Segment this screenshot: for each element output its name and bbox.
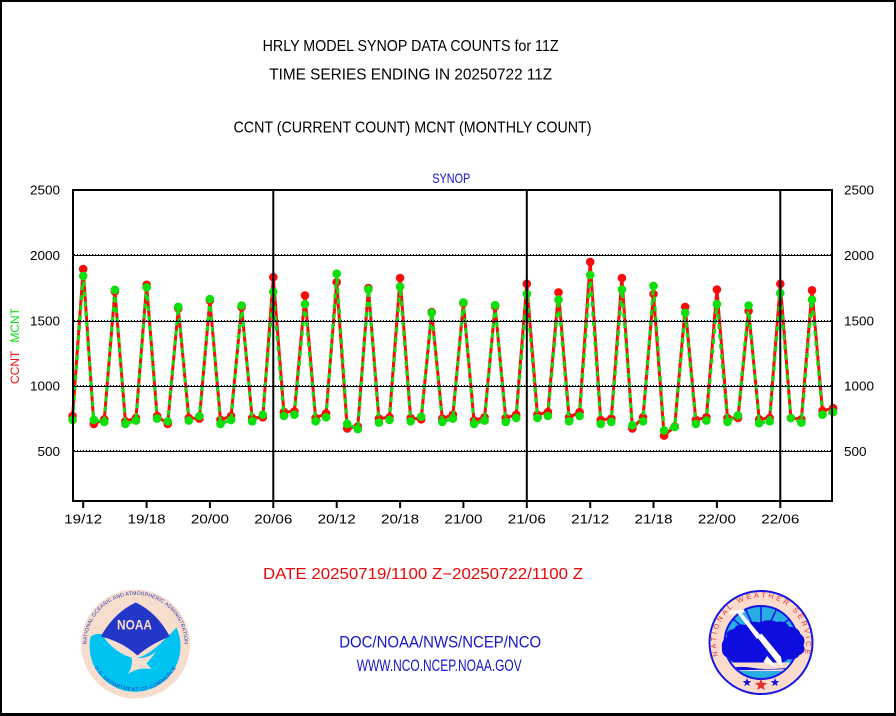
svg-text:21/00: 21/00 xyxy=(444,512,482,527)
svg-text:1000: 1000 xyxy=(30,379,60,394)
svg-text:2500: 2500 xyxy=(30,183,60,198)
svg-text:22/00: 22/00 xyxy=(698,512,736,527)
svg-text:SYNOP: SYNOP xyxy=(432,170,470,186)
svg-text:1500: 1500 xyxy=(844,313,874,328)
svg-text:500: 500 xyxy=(38,444,61,459)
svg-text:2000: 2000 xyxy=(844,248,874,263)
svg-text:21/12: 21/12 xyxy=(571,512,609,527)
svg-text:DATE 20250719/1100 Z−20250722/: DATE 20250719/1100 Z−20250722/1100 Z xyxy=(263,566,583,583)
svg-text:CCNT (CURRENT COUNT) MCNT (MON: CCNT (CURRENT COUNT) MCNT (MONTHLY COUNT… xyxy=(234,120,592,137)
svg-text:TIME SERIES ENDING IN 20250722: TIME SERIES ENDING IN 20250722 11Z xyxy=(269,67,552,84)
svg-text:NOAA: NOAA xyxy=(117,618,152,633)
svg-text:2500: 2500 xyxy=(844,183,874,198)
svg-text:20/18: 20/18 xyxy=(381,512,419,527)
svg-text:WWW.NCO.NCEP.NOAA.GOV: WWW.NCO.NCEP.NOAA.GOV xyxy=(357,657,522,675)
svg-text:2000: 2000 xyxy=(30,248,60,263)
svg-text:19/12: 19/12 xyxy=(64,512,102,527)
svg-text:1000: 1000 xyxy=(844,379,874,394)
svg-text:22/06: 22/06 xyxy=(761,512,799,527)
svg-text:1500: 1500 xyxy=(30,313,60,328)
svg-text:DOC/NOAA/NWS/NCEP/NCO: DOC/NOAA/NWS/NCEP/NCO xyxy=(339,634,541,652)
svg-text:20/00: 20/00 xyxy=(191,512,229,527)
svg-text:CCNTMCNT: CCNTMCNT xyxy=(8,307,22,384)
svg-text:19/18: 19/18 xyxy=(128,512,166,527)
svg-text:20/06: 20/06 xyxy=(254,512,292,527)
svg-text:500: 500 xyxy=(844,444,867,459)
svg-text:21/06: 21/06 xyxy=(508,512,546,527)
svg-text:HRLY MODEL SYNOP DATA COUNTS f: HRLY MODEL SYNOP DATA COUNTS for 11Z xyxy=(263,38,559,55)
svg-text:21/18: 21/18 xyxy=(635,512,673,527)
svg-text:20/12: 20/12 xyxy=(318,512,356,527)
